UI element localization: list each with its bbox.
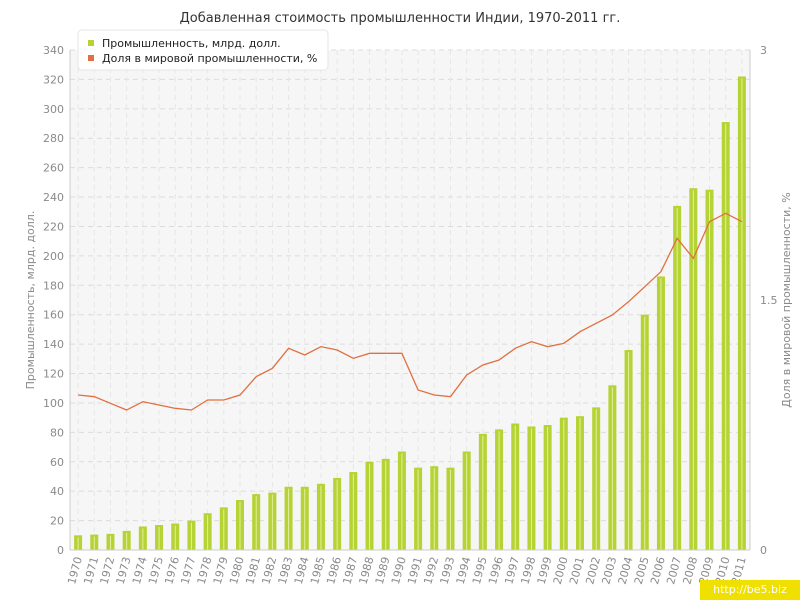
left-tick-label: 220 [43, 220, 64, 233]
left-tick-label: 100 [43, 397, 64, 410]
left-tick-label: 0 [57, 544, 64, 557]
bar-series [74, 76, 746, 551]
legend-box [77, 29, 329, 71]
left-tick-labels: 0 20 40 60 80 100 120 140 160 180 200 220 240 260 280 3… [43, 44, 64, 557]
left-tick-label: 80 [50, 426, 64, 439]
left-tick-label: 60 [50, 456, 64, 469]
watermark-link[interactable]: http://be5.biz [700, 580, 800, 600]
legend[interactable]: Промышленность, млрд. долл. Доля в миров… [77, 29, 329, 71]
left-tick-label: 320 [43, 73, 64, 86]
plot-area [70, 50, 750, 550]
right-tick-label: 1.5 [760, 294, 778, 307]
left-tick-label: 240 [43, 191, 64, 204]
left-tick-label: 20 [50, 515, 64, 528]
left-tick-label: 280 [43, 132, 64, 145]
legend-label-line: Доля в мировой промышленности, % [102, 52, 317, 65]
legend-swatch-line [88, 55, 94, 61]
left-tick-label: 120 [43, 368, 64, 381]
right-tick-label: 0 [760, 544, 767, 557]
left-tick-label: 300 [43, 103, 64, 116]
right-tick-label: 3 [760, 44, 767, 57]
chart-title: Добавленная стоимость промышленности Инд… [180, 11, 621, 26]
line-series [78, 212, 743, 411]
left-axis-title: Промышленность, млрд. долл. [24, 211, 37, 390]
left-tick-label: 180 [43, 279, 64, 292]
legend-swatch-bars [88, 40, 94, 46]
left-tick-label: 260 [43, 162, 64, 175]
legend-label-bars: Промышленность, млрд. долл. [102, 37, 281, 50]
x-tick-labels: 1970197119721973197419751976197719781979… [65, 555, 749, 585]
left-tick-label: 160 [43, 309, 64, 322]
right-tick-labels: 01.53 [760, 44, 778, 557]
right-axis-title: Доля в мировой промышленности, % [780, 192, 793, 407]
share-line [78, 212, 743, 411]
left-tick-label: 40 [50, 485, 64, 498]
left-tick-label: 140 [43, 338, 64, 351]
left-tick-label: 340 [43, 44, 64, 57]
left-tick-label: 200 [43, 250, 64, 263]
